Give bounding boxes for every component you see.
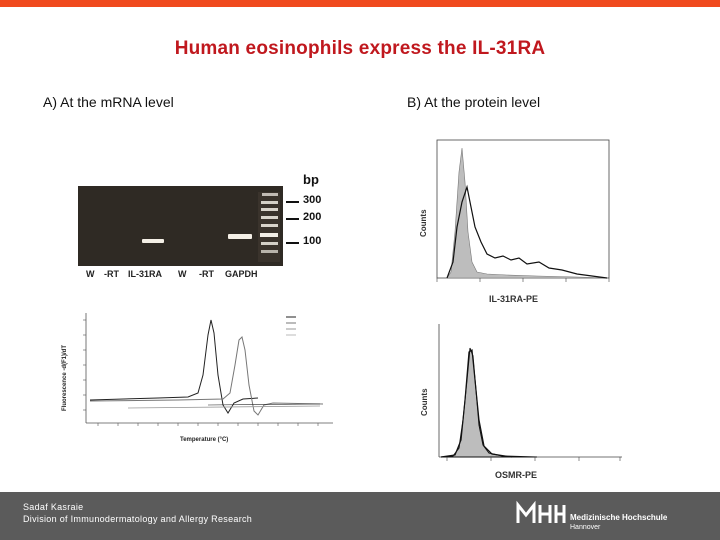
flow-histogram-il31ra-graphic: Counts IL-31RA-PE	[419, 139, 610, 304]
footer-author: Sadaf Kasraie	[23, 502, 84, 512]
footer-bar: Sadaf Kasraie Division of Immunodermatol…	[0, 492, 720, 540]
logo-text-line1: Medizinische Hochschule	[570, 513, 668, 522]
melt-curve-graphic: Fluorescence -d(F1)/dT Temperature (°C)	[62, 313, 333, 443]
footer-division: Division of Immunodermatology and Allerg…	[23, 514, 253, 524]
logo-text-line2: Hannover	[570, 524, 601, 531]
flow-histogram-osmr-graphic: Counts OSMR-PE	[420, 324, 622, 480]
lane-label: IL-31RA	[128, 269, 163, 279]
gel-bands	[78, 186, 283, 266]
section-a-label: A) At the mRNA level	[43, 94, 174, 110]
lane-label: -RT	[199, 269, 214, 279]
section-b-label: B) At the protein level	[407, 94, 541, 110]
lane-label: -RT	[104, 269, 119, 279]
lane-label: GAPDH	[225, 269, 258, 279]
marker-dash	[286, 242, 299, 244]
lane-label: W	[86, 269, 95, 279]
melt-xlabel: Temperature (°C)	[180, 437, 228, 443]
flow-a-xlabel: IL-31RA-PE	[489, 294, 538, 302]
flow-histogram-il31ra: Counts IL-31RA-PE	[417, 132, 617, 304]
melt-ylabel: Fluorescence -d(F1)/dT	[62, 345, 68, 411]
flow-b-ylabel: Counts	[420, 388, 429, 416]
lane-label: W	[178, 269, 187, 279]
bp-header: bp	[303, 172, 319, 187]
flow-b-xlabel: OSMR-PE	[495, 470, 537, 480]
gel-image	[78, 186, 283, 266]
flow-a-ylabel: Counts	[419, 209, 428, 237]
marker-dash	[286, 218, 299, 220]
marker-dash	[286, 201, 299, 203]
marker-label: 300	[303, 194, 322, 206]
slide-title: Human eosinophils express the IL-31RA	[174, 38, 546, 59]
top-accent-bar	[0, 0, 720, 7]
marker-label: 100	[303, 235, 322, 247]
flow-histogram-osmr: Counts OSMR-PE	[417, 320, 627, 480]
melt-curve-plot: Fluorescence -d(F1)/dT Temperature (°C)	[58, 305, 338, 445]
mhh-logo-icon	[516, 500, 566, 523]
marker-label: 200	[303, 211, 322, 223]
